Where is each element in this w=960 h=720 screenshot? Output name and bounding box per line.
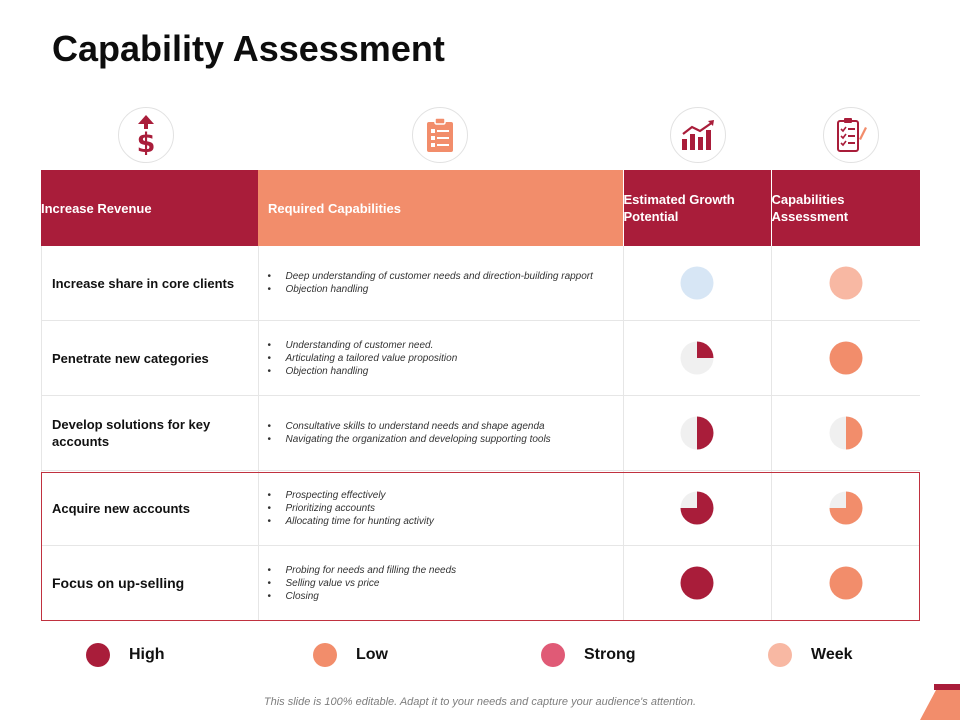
table-row: Penetrate new categoriesUnderstanding of… — [41, 320, 920, 396]
row-capabilities: Deep understanding of customer needs and… — [258, 246, 624, 321]
corner-accent-dark — [934, 684, 960, 690]
row-assessment — [771, 320, 920, 396]
capability-list: Understanding of customer need.Articulat… — [268, 339, 623, 378]
assessment-harvey-ball-base — [829, 266, 863, 300]
assessment-harvey-ball — [829, 341, 863, 375]
assessment-harvey-ball — [829, 566, 863, 600]
row-estimated-growth — [623, 395, 772, 471]
row-goal: Increase share in core clients — [41, 246, 259, 321]
assessment-harvey-ball-fill — [829, 566, 863, 600]
row-goal: Focus on up-selling — [41, 545, 259, 621]
assessment-harvey-ball-fill — [829, 491, 863, 525]
capability-list: Consultative skills to understand needs … — [268, 420, 623, 446]
legend-dot-week — [768, 643, 792, 667]
header-goal: Increase Revenue — [41, 170, 258, 246]
header-capabilities-assessment: Capabilities Assessment — [770, 170, 920, 246]
checklist-pen-icon — [823, 107, 879, 163]
row-assessment — [771, 246, 920, 321]
capability-item: Articulating a tailored value propositio… — [268, 352, 623, 365]
footer-note: This slide is 100% editable. Adapt it to… — [263, 696, 697, 708]
capability-list: Deep understanding of customer needs and… — [268, 270, 623, 296]
capability-item: Allocating time for hunting activity — [268, 515, 623, 528]
row-capabilities: Prospecting effectivelyPrioritizing acco… — [258, 470, 624, 546]
legend-item-high: High — [86, 642, 165, 668]
row-capabilities: Understanding of customer need.Articulat… — [258, 320, 624, 396]
row-assessment — [771, 545, 920, 621]
header-required-capabilities: Required Capabilities — [258, 170, 623, 246]
capability-item: Selling value vs price — [268, 577, 623, 590]
estimated-growth-harvey-ball-fill — [697, 341, 714, 358]
page-title: Capability Assessment — [52, 28, 445, 69]
row-capabilities: Probing for needs and filling the needsS… — [258, 545, 624, 621]
table-row: Develop solutions for key accounts Consul… — [41, 395, 920, 471]
capability-table: Increase Revenue Required Capabilities E… — [41, 170, 920, 621]
capability-list: Probing for needs and filling the needsS… — [268, 564, 623, 603]
row-estimated-growth — [623, 470, 772, 546]
estimated-growth-harvey-ball — [680, 566, 714, 600]
table-header-row: Increase Revenue Required Capabilities E… — [41, 170, 920, 246]
assessment-harvey-ball — [829, 491, 863, 525]
capability-item: Navigating the organization and developi… — [268, 433, 623, 446]
clipboard-list-icon — [412, 107, 468, 163]
legend-dot-low — [313, 643, 337, 667]
assessment-harvey-ball-fill — [845, 416, 863, 450]
dollar-arrow-icon: $ — [118, 107, 174, 163]
legend-dot-strong — [541, 643, 565, 667]
estimated-growth-harvey-ball-fill — [697, 416, 714, 450]
estimated-growth-harvey-ball-fill — [680, 491, 714, 525]
row-goal: Develop solutions for key accounts — [41, 395, 259, 471]
estimated-growth-harvey-ball — [680, 491, 714, 525]
legend-item-week: Week — [768, 642, 853, 668]
legend-item-low: Low — [313, 642, 388, 668]
capability-item: Probing for needs and filling the needs — [268, 564, 623, 577]
row-goal: Acquire new accounts — [41, 470, 259, 546]
table-row: Focus on up-sellingProbing for needs and… — [41, 545, 920, 621]
capability-item: Prioritizing accounts — [268, 502, 623, 515]
estimated-growth-harvey-ball — [680, 416, 714, 450]
legend-item-strong: Strong — [541, 642, 636, 668]
row-estimated-growth — [623, 246, 772, 321]
capability-item: Deep understanding of customer needs and… — [268, 270, 623, 283]
row-goal: Penetrate new categories — [41, 320, 259, 396]
legend-label: Week — [811, 646, 853, 663]
header-estimated-growth: Estimated Growth Potential — [622, 170, 771, 246]
capability-item: Closing — [268, 590, 623, 603]
row-estimated-growth — [623, 320, 772, 396]
estimated-growth-harvey-ball — [680, 266, 714, 300]
svg-text:$: $ — [137, 128, 156, 155]
capability-list: Prospecting effectivelyPrioritizing acco… — [268, 489, 623, 528]
legend-dot-high — [86, 643, 110, 667]
row-capabilities: Consultative skills to understand needs … — [258, 395, 624, 471]
assessment-harvey-ball-fill — [829, 341, 863, 375]
capability-item: Understanding of customer need. — [268, 339, 623, 352]
legend-label: High — [129, 646, 165, 663]
legend-label: Low — [356, 646, 388, 663]
capability-item: Prospecting effectively — [268, 489, 623, 502]
table-row: Increase share in core clients Deep under… — [41, 246, 920, 321]
estimated-growth-harvey-ball-base — [680, 266, 714, 300]
row-estimated-growth — [623, 545, 772, 621]
estimated-growth-harvey-ball-fill — [680, 566, 714, 600]
estimated-growth-harvey-ball — [680, 341, 714, 375]
capability-item: Consultative skills to understand needs … — [268, 420, 623, 433]
capability-item: Objection handling — [268, 365, 623, 378]
legend-label: Strong — [584, 646, 636, 663]
assessment-harvey-ball — [829, 266, 863, 300]
row-assessment — [771, 470, 920, 546]
assessment-harvey-ball — [829, 416, 863, 450]
bar-chart-growth-icon — [670, 107, 726, 163]
row-assessment — [771, 395, 920, 471]
capability-item: Objection handling — [268, 283, 623, 296]
table-row: Acquire new accountsProspecting effectiv… — [41, 470, 920, 546]
